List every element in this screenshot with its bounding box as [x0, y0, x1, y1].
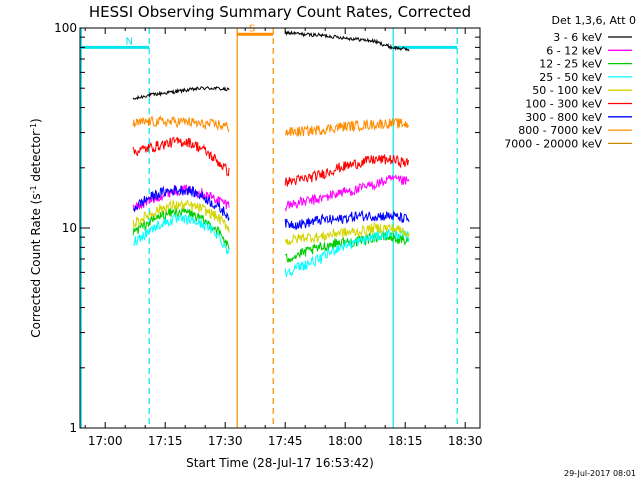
- legend-label: 6 - 12 keV: [546, 44, 602, 57]
- y-axis-label: Corrected Count Rate (s-1 detector-1): [29, 118, 43, 337]
- legend-label: 3 - 6 keV: [553, 31, 602, 44]
- y-tick-label: 100: [54, 21, 77, 35]
- legend-label: 800 - 7000 keV: [518, 124, 602, 137]
- marker-label: S: [249, 23, 255, 34]
- annotation-layer: NS: [80, 23, 458, 428]
- series-line: [284, 154, 410, 187]
- series-layer: [132, 30, 410, 278]
- series-line: [284, 174, 410, 213]
- marker-label: N: [125, 36, 132, 47]
- axes-layer: 17:00 17:15 17:30 17:45 18:00 18:15 18:30 1 10 10…: [54, 21, 482, 448]
- series-line: [132, 136, 230, 177]
- series-line: [133, 213, 230, 255]
- y-axis-label-mid: detector: [29, 131, 43, 186]
- legend-title: Det 1,3,6, Att 0: [552, 14, 636, 27]
- series-line: [132, 185, 230, 221]
- x-tick-label: 17:15: [148, 434, 183, 448]
- series-line: [284, 30, 410, 52]
- y-tick-label: 10: [62, 221, 77, 235]
- legend-label: 300 - 800 keV: [525, 111, 602, 124]
- legend-label: 100 - 300 keV: [525, 98, 602, 111]
- y-axis-label-main: Corrected Count Rate (s: [29, 193, 43, 337]
- series-line: [132, 115, 230, 133]
- x-tick-label: 18:15: [388, 434, 423, 448]
- series-line: [284, 210, 410, 231]
- series-line: [132, 85, 230, 101]
- x-tick-label: 17:45: [268, 434, 303, 448]
- generation-timestamp: 29-Jul-2017 08:01: [564, 469, 636, 478]
- series-line: [284, 228, 410, 278]
- legend-label: 7000 - 20000 keV: [504, 137, 602, 150]
- y-axis-label-sup-1: -1: [29, 185, 38, 193]
- series-line: [132, 199, 230, 233]
- y-tick-label: 1: [69, 421, 77, 435]
- x-tick-label: 18:30: [448, 434, 483, 448]
- x-tick-label: 17:30: [208, 434, 243, 448]
- legend-label: 12 - 25 keV: [539, 58, 602, 71]
- x-tick-label: 18:00: [328, 434, 363, 448]
- legend-label: 25 - 50 keV: [539, 71, 602, 84]
- series-line: [284, 231, 410, 264]
- series-line: [284, 117, 410, 138]
- series-line: [284, 221, 410, 246]
- chart-title: HESSI Observing Summary Count Rates, Cor…: [89, 3, 471, 21]
- x-axis-label: Start Time (28-Jul-17 16:53:42): [186, 456, 374, 470]
- y-axis-label-sup-2: -1: [29, 123, 38, 131]
- x-tick-label: 17:00: [88, 434, 123, 448]
- legend-label: 50 - 100 keV: [532, 84, 602, 97]
- y-axis-label-end: ): [29, 118, 43, 123]
